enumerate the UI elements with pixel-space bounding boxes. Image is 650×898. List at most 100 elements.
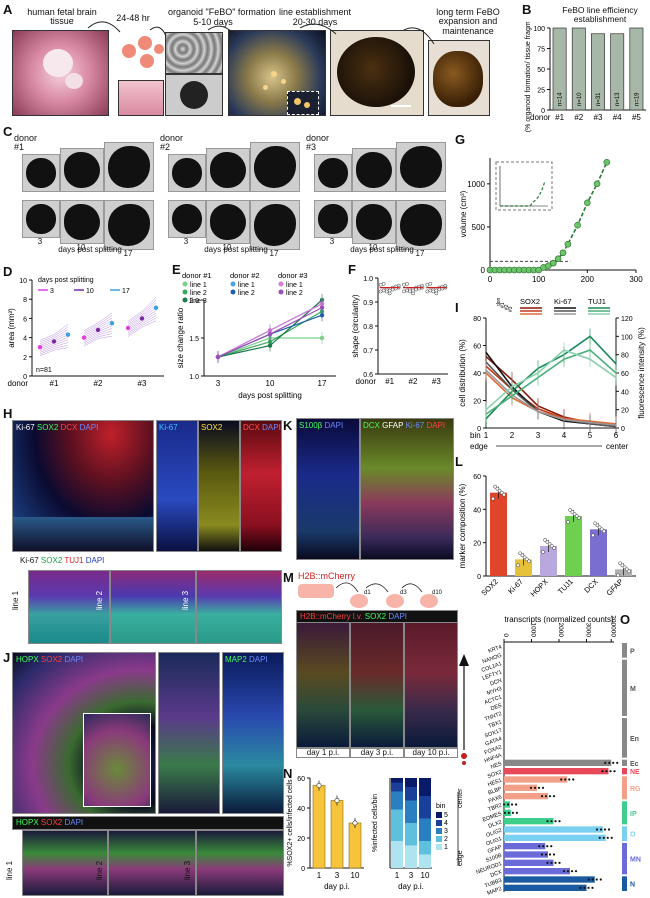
legend-label: line 1 <box>286 282 303 289</box>
data-point <box>570 870 574 873</box>
data-point <box>546 820 549 823</box>
panelM-day10-label: day 10 p.i. <box>404 748 458 759</box>
x-tick-label: 200 <box>581 275 595 284</box>
panelH-line2-image <box>110 570 196 644</box>
data-point <box>558 861 561 864</box>
panelC-organoid-tile <box>168 154 206 192</box>
y-axis-right-label: fluorescence intensity (%) <box>637 327 646 419</box>
stack-segment <box>419 796 431 819</box>
replicate-line <box>39 344 69 355</box>
data-point <box>550 845 553 848</box>
panel-letter-f: F <box>348 262 356 277</box>
replicate-line <box>83 315 113 333</box>
panelH-ch-sox2: SOX2 <box>36 423 59 432</box>
data-point <box>516 563 520 568</box>
panelH-side-ki67: Ki-67 <box>156 420 198 552</box>
panelJ-map2-image: MAP2 DAPI <box>222 652 284 814</box>
y-right-tick-label: 40 <box>621 389 629 396</box>
replicate-line <box>39 329 69 344</box>
stack-segment <box>405 823 417 846</box>
panelG-chart: 0 500 1000 0 100 200 300 volume (cm³) days in cu… <box>459 158 643 288</box>
group-bar <box>622 876 627 891</box>
legend-label: 17 <box>122 288 130 295</box>
gene-label: GFAP <box>487 844 503 855</box>
data-point <box>584 199 591 207</box>
legend-title: bin <box>436 803 445 810</box>
data-point <box>566 870 570 873</box>
legend-swatch <box>436 844 442 850</box>
data-point <box>378 282 383 287</box>
bar <box>504 818 554 825</box>
panelH-ch-dapi: DAPI <box>79 423 99 432</box>
data-point <box>381 288 386 293</box>
data-point <box>384 289 389 294</box>
panelA-label-time2: 5-10 days <box>193 17 233 27</box>
bar <box>504 776 568 783</box>
panel-letter-m: M <box>283 570 294 585</box>
x-tick-label: #3 <box>594 113 603 122</box>
panelC-tick-label: 10 <box>368 243 378 252</box>
y-tick-label: 2 <box>23 355 27 362</box>
data-point <box>529 786 533 789</box>
data-point <box>540 795 544 798</box>
data-point <box>425 289 430 294</box>
panelM-direction-arrow <box>459 654 469 765</box>
panelC-organoid-tile <box>206 148 250 192</box>
legend-label: 4 <box>444 820 448 827</box>
data-point <box>387 288 392 293</box>
data-point <box>319 335 325 341</box>
data-point <box>316 783 322 789</box>
group-bar <box>622 768 627 775</box>
legend-marker <box>230 281 236 287</box>
replicate-line <box>127 299 157 324</box>
panelC-tick-label: 3 <box>37 237 43 246</box>
x-tick-label: #4 <box>613 113 622 122</box>
gene-label: SOX17 <box>484 728 503 740</box>
data-point <box>602 836 605 839</box>
data-point <box>319 305 325 310</box>
panel-letter-c: C <box>3 124 13 139</box>
gene-label: DLX2 <box>488 819 503 829</box>
bar <box>590 529 607 576</box>
data-point <box>591 878 594 881</box>
panelC-organoid-tile <box>352 148 396 192</box>
data-point <box>541 550 545 554</box>
data-point <box>527 559 531 564</box>
gene-label: OLIG2 <box>485 828 502 839</box>
panelA-label-expansion: long term FeBO expansion and maintenance <box>436 7 500 36</box>
x-tick-label: #2 <box>409 377 418 386</box>
data-point <box>599 878 602 881</box>
x-tick-label: #2 <box>94 379 103 388</box>
data-point <box>552 853 556 856</box>
gene-label: TBR2 <box>487 803 502 813</box>
panelC-organoid-tile <box>168 200 206 238</box>
gene-label: TNNT2 <box>484 711 503 723</box>
replicate-line <box>83 330 113 344</box>
panelC-tick-label: 10 <box>222 243 232 252</box>
data-point <box>542 845 545 848</box>
replicate-line <box>83 317 113 335</box>
panelM-d10: d10 <box>432 590 443 596</box>
panelA-organoid-photo <box>330 30 424 116</box>
bar <box>504 793 548 800</box>
panelA-label-formation: organoid "FeBO" formation <box>168 7 276 17</box>
y-tick-label: 60 <box>473 344 481 351</box>
bar <box>504 851 548 858</box>
edge-label: edge <box>457 850 464 866</box>
panel-letter-a: A <box>3 2 13 17</box>
replicate-line <box>83 312 113 331</box>
y-tick-label: 0 <box>541 108 545 115</box>
bar <box>540 546 557 576</box>
gene-label: SOX2 <box>487 769 503 780</box>
y-axis-label: shape (circularity) <box>351 294 360 357</box>
replicate-line <box>83 333 113 345</box>
y-tick-label: 0.8 <box>363 324 373 331</box>
panelH-ch-dcx: DCX <box>60 423 78 432</box>
y-axis-label: size change ratio <box>176 307 185 368</box>
y-tick-label: 40 <box>297 806 305 813</box>
gene-label: HNF4A <box>484 753 503 765</box>
panelC-organoid-tile <box>104 142 154 192</box>
gene-label: DCN <box>489 678 502 688</box>
n-label: n=14 <box>558 92 564 106</box>
panelC-organoid-tile <box>60 200 104 244</box>
